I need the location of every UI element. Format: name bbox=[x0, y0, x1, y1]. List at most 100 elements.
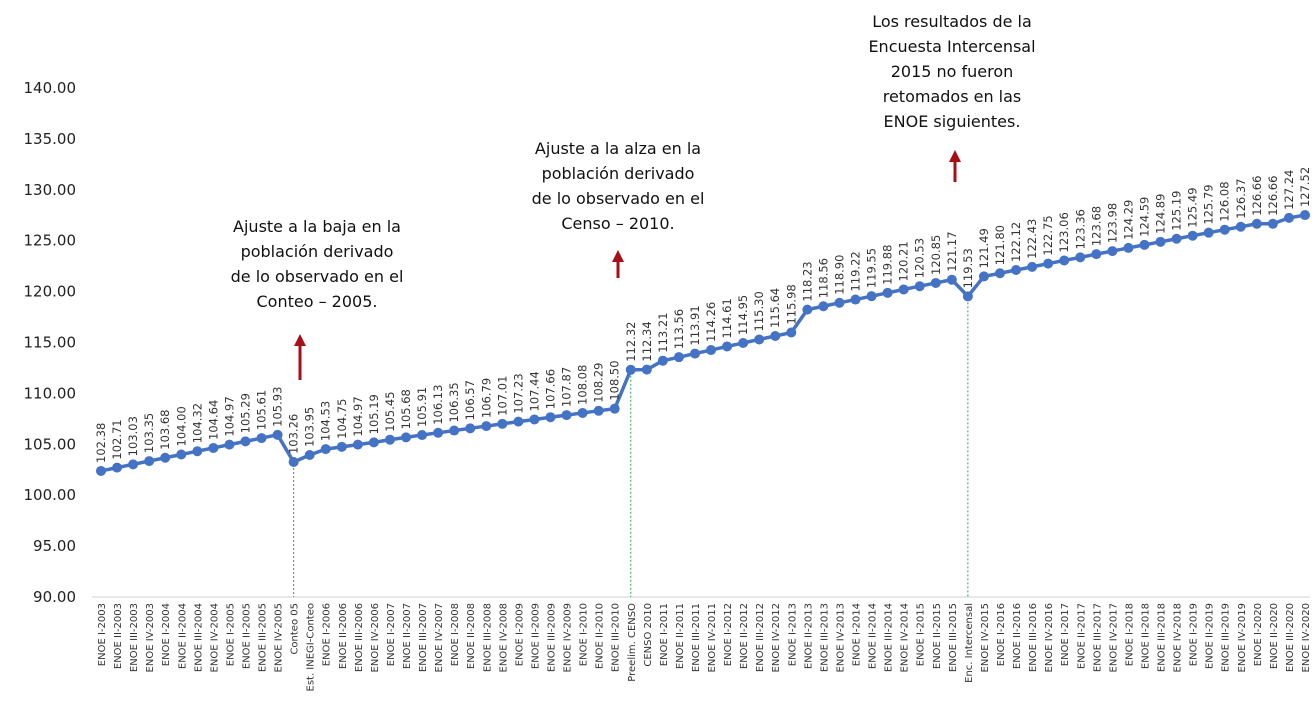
annotation: Encuesta Intercensal bbox=[868, 37, 1035, 56]
data-label: 103.68 bbox=[158, 409, 172, 449]
point bbox=[288, 457, 299, 468]
point bbox=[545, 412, 556, 423]
x-tick-label: ENOE II-2020 bbox=[1269, 603, 1280, 669]
data-label: 108.50 bbox=[608, 360, 622, 400]
point bbox=[433, 427, 444, 438]
x-tick-label: ENOE I-2015 bbox=[916, 603, 927, 666]
data-label: 118.90 bbox=[832, 255, 846, 295]
point bbox=[802, 304, 813, 315]
point bbox=[946, 274, 957, 285]
x-tick-label: ENOE III-2013 bbox=[819, 603, 830, 672]
data-label: 114.26 bbox=[704, 302, 718, 342]
point bbox=[1155, 236, 1166, 247]
data-label: 104.64 bbox=[206, 400, 220, 440]
x-tick-label: ENOE IV-2020 bbox=[1301, 603, 1312, 672]
x-tick-label: ENOE III-2007 bbox=[418, 603, 429, 672]
x-tick-label: ENOE III-2020 bbox=[1285, 603, 1296, 672]
x-tick-label: ENOE I-2017 bbox=[1060, 603, 1071, 666]
point bbox=[866, 291, 877, 302]
x-tick-label: ENOE I-2008 bbox=[450, 603, 461, 666]
data-label: 105.91 bbox=[415, 387, 429, 427]
x-tick-label: ENOE I-2011 bbox=[659, 603, 670, 666]
x-tick-label: ENOE IV-2014 bbox=[900, 603, 911, 672]
point bbox=[770, 330, 781, 341]
x-tick-label: ENOE II-2019 bbox=[1205, 603, 1216, 669]
data-label: 118.23 bbox=[800, 261, 814, 301]
x-tick-label: Conteo 05 bbox=[290, 603, 301, 655]
point bbox=[513, 416, 524, 427]
data-label: 104.97 bbox=[222, 396, 236, 436]
y-tick-label: 115.00 bbox=[24, 334, 77, 352]
point bbox=[272, 429, 283, 440]
x-tick-label: ENOE IV-2013 bbox=[835, 603, 846, 672]
data-label: 108.08 bbox=[576, 365, 590, 405]
point bbox=[738, 338, 749, 349]
arrows bbox=[294, 150, 961, 380]
data-label: 107.66 bbox=[543, 369, 557, 409]
x-tick-label: ENOE III-2005 bbox=[258, 603, 269, 672]
data-label: 122.43 bbox=[1025, 219, 1039, 259]
data-label: 105.68 bbox=[399, 389, 413, 429]
y-tick-label: 120.00 bbox=[24, 283, 77, 301]
annotation: Los resultados de la bbox=[872, 12, 1032, 31]
x-tick-label: ENOE I-2016 bbox=[996, 603, 1007, 666]
x-tick-label: ENOE II-2011 bbox=[675, 603, 686, 669]
x-tick-label: ENOE I-2005 bbox=[225, 603, 236, 666]
annotation: Ajuste a la baja en la bbox=[233, 217, 401, 236]
data-label: 104.32 bbox=[190, 403, 204, 443]
point bbox=[577, 407, 588, 418]
point bbox=[609, 403, 620, 414]
data-label: 102.71 bbox=[110, 419, 124, 459]
x-tick-label: ENOE I-2012 bbox=[723, 603, 734, 666]
point bbox=[401, 432, 412, 443]
data-label: 123.36 bbox=[1073, 209, 1087, 249]
point bbox=[417, 430, 428, 441]
data-label: 113.56 bbox=[672, 309, 686, 349]
x-tick-label: ENOE I-2009 bbox=[514, 603, 525, 666]
x-tick-label: ENOE III-2009 bbox=[546, 603, 557, 672]
data-label: 125.79 bbox=[1202, 184, 1216, 224]
data-label: 104.75 bbox=[335, 399, 349, 439]
data-label: 120.85 bbox=[929, 235, 943, 275]
data-label: 122.75 bbox=[1041, 215, 1055, 255]
point bbox=[465, 423, 476, 434]
data-label: 119.22 bbox=[849, 251, 863, 291]
point bbox=[962, 291, 973, 302]
data-label: 106.79 bbox=[479, 378, 493, 418]
x-tick-label: ENOE I-2013 bbox=[787, 603, 798, 666]
data-label: 125.19 bbox=[1170, 191, 1184, 231]
data-label: 126.66 bbox=[1250, 176, 1264, 216]
x-tick-label: ENOE IV-2008 bbox=[498, 603, 509, 672]
data-label: 119.88 bbox=[881, 245, 895, 285]
point bbox=[112, 462, 123, 473]
point bbox=[882, 287, 893, 298]
data-label: 112.34 bbox=[640, 321, 654, 361]
data-label: 115.30 bbox=[752, 291, 766, 331]
point bbox=[818, 301, 829, 312]
y-tick-label: 135.00 bbox=[24, 130, 77, 148]
data-label: 119.55 bbox=[865, 248, 879, 288]
point bbox=[561, 410, 572, 421]
data-label: 107.01 bbox=[495, 376, 509, 416]
data-label: 107.23 bbox=[511, 373, 525, 413]
x-tick-label: ENOE II-2009 bbox=[530, 603, 541, 669]
point bbox=[224, 439, 235, 450]
annotation: de lo observado en el bbox=[532, 189, 705, 208]
point bbox=[978, 271, 989, 282]
x-tick-label: ENOE III-2016 bbox=[1028, 603, 1039, 672]
point bbox=[657, 355, 668, 366]
x-tick-label: ENOE I-2014 bbox=[852, 603, 863, 666]
point bbox=[706, 345, 717, 356]
data-label: 103.26 bbox=[287, 414, 301, 454]
point bbox=[336, 441, 347, 452]
data-label: 105.19 bbox=[367, 394, 381, 434]
data-label: 106.35 bbox=[447, 382, 461, 422]
point bbox=[481, 421, 492, 432]
x-tick-label: Enc. Intercensal bbox=[964, 603, 975, 683]
point bbox=[898, 284, 909, 295]
x-tick-label: ENOE III-2006 bbox=[354, 603, 365, 672]
point bbox=[994, 268, 1005, 279]
x-tick-label: CENSO 2010 bbox=[643, 603, 654, 667]
x-tick-label: ENOE II-2018 bbox=[1140, 603, 1151, 669]
